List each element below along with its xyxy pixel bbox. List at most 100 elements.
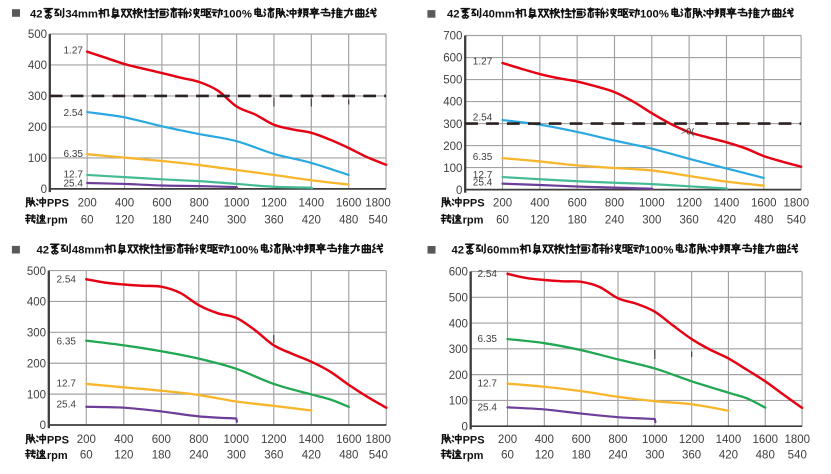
svg-text:480: 480 — [339, 215, 358, 227]
svg-text:300: 300 — [28, 91, 47, 103]
svg-text:100: 100 — [27, 389, 46, 401]
svg-text:400: 400 — [115, 198, 134, 210]
svg-text:480: 480 — [756, 450, 775, 462]
svg-text:540: 540 — [369, 450, 388, 462]
svg-text:400: 400 — [28, 60, 47, 72]
svg-text:300: 300 — [642, 215, 661, 227]
svg-text:>0(: >0( — [681, 127, 694, 137]
svg-text:25.4: 25.4 — [64, 178, 84, 189]
svg-text:120: 120 — [114, 450, 133, 462]
svg-text:6.35: 6.35 — [57, 336, 77, 347]
svg-text:1400: 1400 — [716, 434, 742, 446]
svg-text:480: 480 — [339, 450, 358, 462]
svg-text:1000: 1000 — [224, 434, 250, 446]
svg-text:360: 360 — [682, 450, 701, 462]
svg-text:1.27: 1.27 — [64, 45, 84, 56]
svg-text:600: 600 — [568, 198, 587, 210]
svg-text:500: 500 — [449, 292, 468, 304]
svg-text:6.35: 6.35 — [64, 149, 84, 160]
svg-text:600: 600 — [572, 434, 591, 446]
svg-text:60: 60 — [81, 215, 94, 227]
svg-text:6.35: 6.35 — [473, 152, 493, 163]
svg-text:400: 400 — [530, 198, 549, 210]
svg-text:180: 180 — [152, 450, 171, 462]
svg-text:60: 60 — [496, 215, 509, 227]
svg-text:2.54: 2.54 — [473, 113, 493, 124]
svg-text:0: 0 — [456, 185, 462, 197]
svg-text:600: 600 — [443, 53, 462, 65]
svg-text:200: 200 — [493, 198, 512, 210]
svg-text:100%: 100% — [223, 9, 252, 21]
svg-text:100: 100 — [443, 163, 462, 175]
svg-text:400: 400 — [114, 434, 133, 446]
svg-text:42: 42 — [447, 9, 460, 21]
svg-text:0: 0 — [41, 184, 47, 196]
svg-text:1000: 1000 — [639, 198, 665, 210]
svg-text:1400: 1400 — [299, 198, 325, 210]
svg-text:200: 200 — [28, 122, 47, 134]
svg-text:2.54: 2.54 — [478, 269, 498, 280]
svg-text:240: 240 — [608, 450, 627, 462]
svg-text:420: 420 — [302, 215, 321, 227]
svg-text:25.4: 25.4 — [473, 178, 493, 189]
svg-text:200: 200 — [449, 370, 468, 382]
svg-text:300: 300 — [227, 450, 246, 462]
svg-text:1200: 1200 — [679, 434, 705, 446]
svg-text:200: 200 — [498, 434, 517, 446]
svg-text:800: 800 — [189, 434, 208, 446]
svg-text:42: 42 — [37, 244, 50, 256]
svg-text:1800: 1800 — [366, 434, 392, 446]
svg-text:1.27: 1.27 — [473, 57, 493, 68]
svg-text:120: 120 — [530, 215, 549, 227]
svg-text:200: 200 — [443, 141, 462, 153]
svg-text:12.7: 12.7 — [473, 170, 493, 181]
svg-text:100: 100 — [28, 153, 47, 165]
svg-text:1400: 1400 — [299, 434, 325, 446]
svg-text:600: 600 — [152, 434, 171, 446]
svg-text:rpm: rpm — [47, 215, 68, 227]
svg-text:rpm: rpm — [463, 450, 484, 462]
svg-text:2.54: 2.54 — [57, 274, 77, 285]
svg-text:1800: 1800 — [784, 434, 810, 446]
svg-text:PPS: PPS — [47, 434, 69, 446]
svg-text:60mm: 60mm — [487, 244, 520, 256]
svg-text:700: 700 — [443, 31, 462, 43]
svg-text:600: 600 — [152, 198, 171, 210]
svg-text:420: 420 — [717, 215, 736, 227]
svg-text:rpm: rpm — [47, 450, 68, 462]
svg-text:1800: 1800 — [784, 198, 810, 210]
svg-text:42: 42 — [30, 9, 43, 21]
svg-text:180: 180 — [152, 215, 171, 227]
svg-text:48mm: 48mm — [72, 244, 105, 256]
svg-text:120: 120 — [535, 450, 554, 462]
svg-text:200: 200 — [78, 198, 97, 210]
svg-text:200: 200 — [77, 434, 96, 446]
svg-text:12.7: 12.7 — [57, 378, 77, 389]
svg-text:480: 480 — [754, 215, 773, 227]
svg-text:40mm: 40mm — [482, 9, 515, 21]
svg-text:6.35: 6.35 — [478, 334, 498, 345]
svg-text:420: 420 — [719, 450, 738, 462]
svg-text:100: 100 — [449, 396, 468, 408]
svg-text:42: 42 — [452, 244, 465, 256]
svg-text:60: 60 — [501, 450, 514, 462]
svg-text:180: 180 — [572, 450, 591, 462]
svg-text:400: 400 — [443, 97, 462, 109]
svg-text:400: 400 — [449, 318, 468, 330]
svg-text:500: 500 — [27, 266, 46, 278]
svg-text:1600: 1600 — [336, 198, 362, 210]
svg-text:360: 360 — [264, 215, 283, 227]
svg-text:360: 360 — [264, 450, 283, 462]
svg-text:1600: 1600 — [752, 434, 778, 446]
svg-text:0: 0 — [461, 421, 467, 433]
svg-text:300: 300 — [227, 215, 246, 227]
svg-text:1200: 1200 — [676, 198, 702, 210]
svg-text:1000: 1000 — [224, 198, 250, 210]
svg-text:25.4: 25.4 — [478, 403, 498, 414]
svg-text:1200: 1200 — [261, 434, 287, 446]
svg-text:100%: 100% — [644, 244, 673, 256]
svg-text:0: 0 — [40, 420, 46, 432]
svg-text:180: 180 — [568, 215, 587, 227]
svg-text:240: 240 — [189, 450, 208, 462]
svg-text:1000: 1000 — [642, 434, 668, 446]
